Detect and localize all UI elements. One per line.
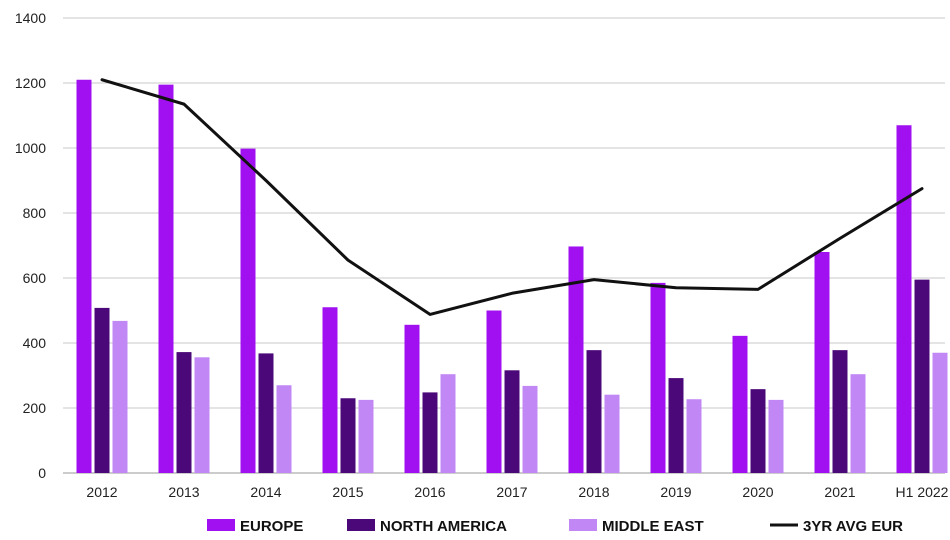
bar-europe bbox=[814, 252, 830, 473]
line-3yr-avg-eur bbox=[100, 78, 924, 316]
bar-north-america bbox=[176, 352, 192, 473]
bar-north-america bbox=[258, 353, 274, 473]
bar-north-america bbox=[422, 392, 438, 473]
bar-middle-east bbox=[522, 385, 538, 473]
avg-line bbox=[100, 78, 924, 316]
legend-swatch-europe bbox=[207, 519, 235, 531]
bar-middle-east bbox=[358, 399, 374, 473]
bar-middle-east bbox=[932, 352, 948, 473]
legend-swatch-north-america bbox=[347, 519, 375, 531]
bar-north-america bbox=[914, 279, 930, 473]
bar-north-america bbox=[586, 350, 602, 473]
x-tick-label: 2014 bbox=[250, 484, 281, 500]
legend-label-europe: EUROPE bbox=[240, 518, 303, 535]
y-tick-label: 0 bbox=[38, 465, 46, 481]
bar-europe bbox=[240, 148, 256, 473]
bar-middle-east bbox=[686, 399, 702, 473]
x-tick-label: H1 2022 bbox=[896, 484, 949, 500]
bar-middle-east bbox=[604, 394, 620, 473]
x-tick-label: 2016 bbox=[414, 484, 445, 500]
bar-north-america bbox=[504, 370, 520, 473]
bar-north-america bbox=[750, 389, 766, 473]
bar-middle-east bbox=[850, 374, 866, 473]
y-tick-label: 600 bbox=[23, 270, 47, 286]
x-axis: 2012 2013 2014 2015 2016 2017 2018 2019 2020 2021… bbox=[86, 484, 948, 500]
legend-label-north-america: NORTH AMERICA bbox=[380, 518, 507, 535]
y-tick-label: 400 bbox=[23, 335, 47, 351]
bar-europe bbox=[322, 307, 338, 473]
bar-europe bbox=[486, 310, 502, 473]
x-tick-label: 2021 bbox=[824, 484, 855, 500]
y-tick-label: 1200 bbox=[15, 75, 46, 91]
bar-middle-east bbox=[768, 399, 784, 473]
legend-label-middle-east: MIDDLE EAST bbox=[602, 518, 704, 535]
x-tick-label: 2019 bbox=[660, 484, 691, 500]
bar-middle-east bbox=[276, 385, 292, 473]
y-axis: 0 200 400 600 800 1000 1200 1400 bbox=[15, 10, 46, 481]
legend-label-3yr-avg-eur: 3YR AVG EUR bbox=[803, 518, 903, 535]
bar-europe bbox=[568, 246, 584, 473]
bar-north-america bbox=[340, 398, 356, 473]
y-tick-label: 1000 bbox=[15, 140, 46, 156]
bar-north-america bbox=[832, 350, 848, 473]
bars bbox=[76, 79, 948, 473]
x-tick-label: 2012 bbox=[86, 484, 117, 500]
bar-europe bbox=[158, 84, 174, 473]
bar-europe bbox=[404, 324, 420, 473]
legend: EUROPE NORTH AMERICA MIDDLE EAST 3YR AVG EU… bbox=[207, 518, 903, 535]
x-tick-label: 2017 bbox=[496, 484, 527, 500]
gridlines bbox=[63, 17, 945, 474]
x-tick-label: 2020 bbox=[742, 484, 773, 500]
bar-europe bbox=[732, 335, 748, 473]
y-tick-label: 1400 bbox=[15, 10, 46, 26]
y-tick-label: 800 bbox=[23, 205, 47, 221]
bar-middle-east bbox=[194, 357, 210, 473]
x-tick-label: 2015 bbox=[332, 484, 363, 500]
bar-north-america bbox=[668, 378, 684, 473]
bar-middle-east bbox=[112, 320, 128, 473]
x-tick-label: 2013 bbox=[168, 484, 199, 500]
bar-north-america bbox=[94, 307, 110, 473]
bar-europe bbox=[76, 79, 92, 473]
bar-europe bbox=[896, 125, 912, 473]
bar-middle-east bbox=[440, 374, 456, 473]
legend-swatch-middle-east bbox=[569, 519, 597, 531]
y-tick-label: 200 bbox=[23, 400, 47, 416]
x-tick-label: 2018 bbox=[578, 484, 609, 500]
bar-europe bbox=[650, 282, 666, 473]
